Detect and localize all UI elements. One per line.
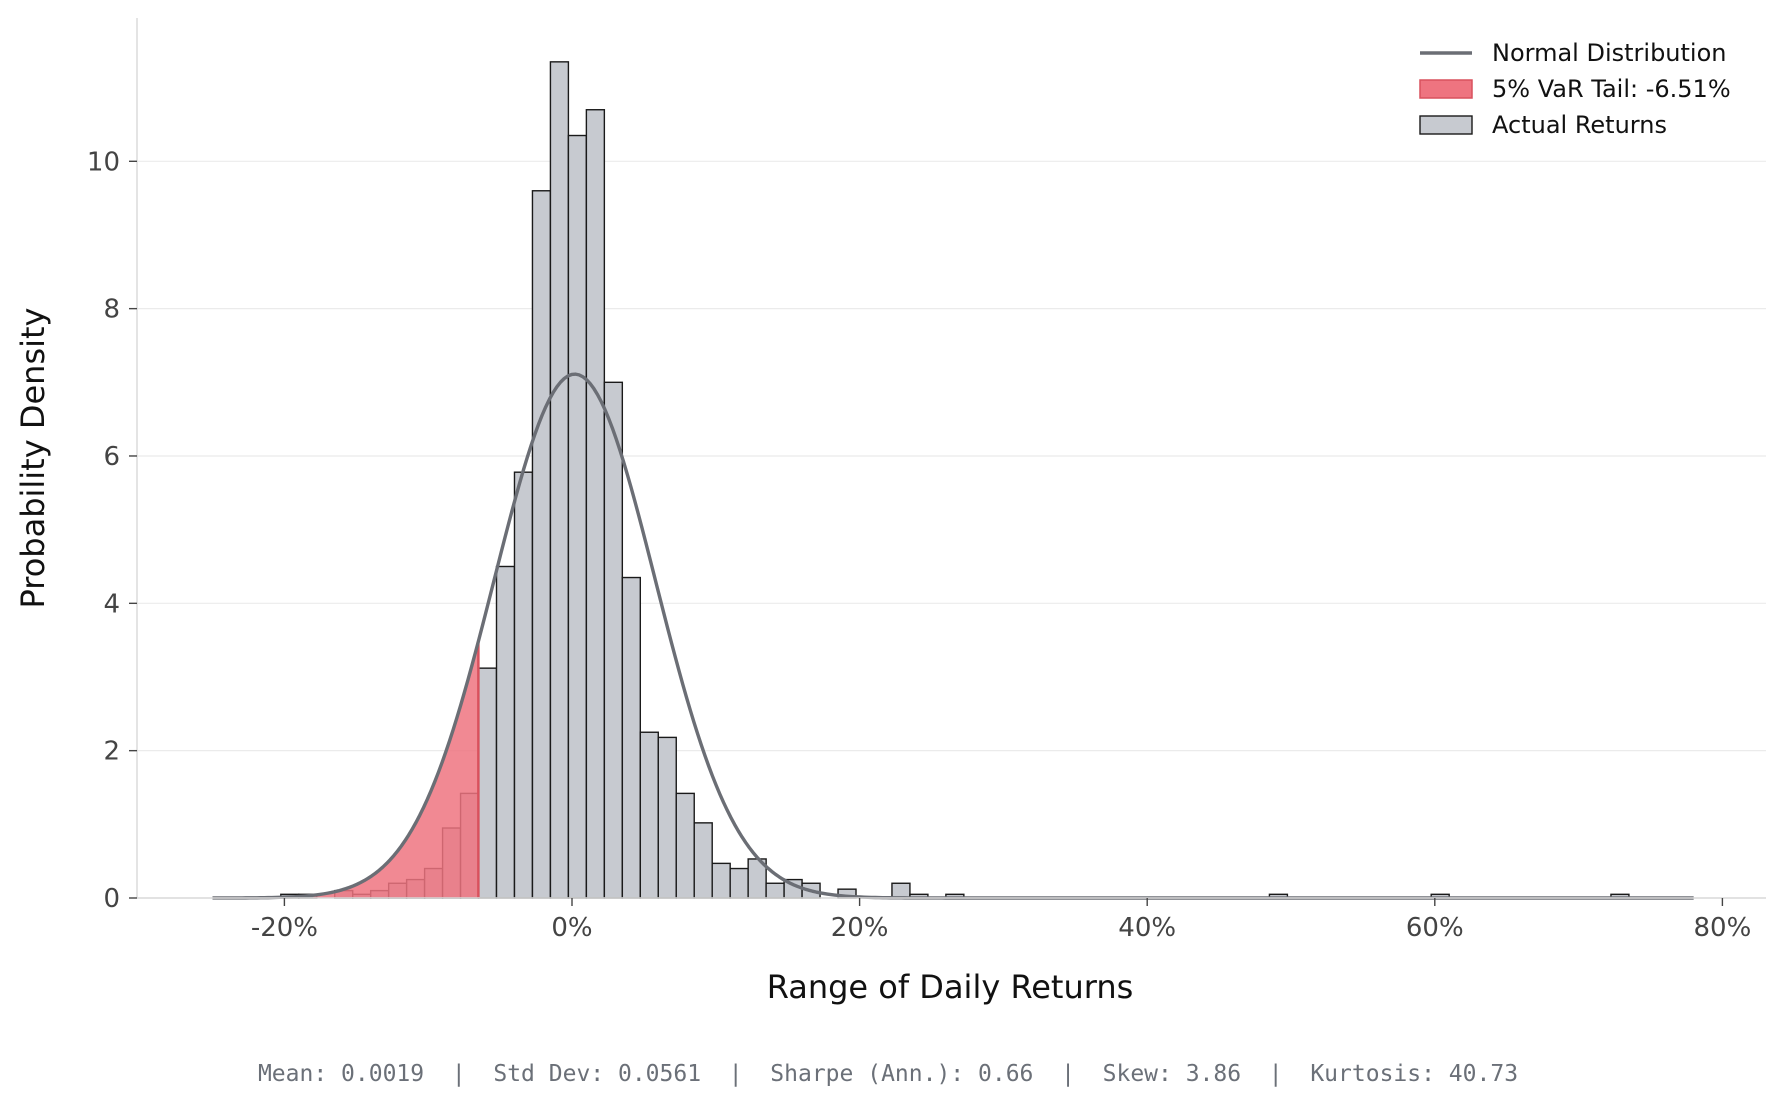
x-tick-label-5: 80% <box>1694 913 1752 943</box>
legend-label-0: Normal Distribution <box>1492 39 1726 67</box>
histogram-bar-20 <box>657 736 677 899</box>
histogram-bar-15 <box>567 134 588 899</box>
histogram-bar-10 <box>477 667 498 899</box>
legend: Normal Distribution 5% VaR Tail: -6.51% Ac… <box>1419 39 1731 139</box>
x-tick-label-0: -20% <box>251 913 318 943</box>
x-tick-label-1: 0% <box>551 913 592 943</box>
y-tick-label-2: 4 <box>103 589 120 619</box>
histogram-bars <box>280 61 1630 899</box>
y-tick-label-1: 2 <box>103 737 120 767</box>
x-tick-label-3: 40% <box>1118 913 1176 943</box>
axes <box>136 18 1766 899</box>
histogram-bar-14 <box>549 61 570 899</box>
histogram-bar-16 <box>585 109 606 899</box>
histogram-bar-24 <box>729 867 749 899</box>
histogram-bar-22 <box>693 822 713 899</box>
x-axis-ticks: -20% 0% 20% 40% 60% 80% <box>251 898 1751 943</box>
legend-label-1: 5% VaR Tail: -6.51% <box>1492 75 1731 103</box>
y-axis-ticks: 0 2 4 6 8 10 <box>87 147 137 914</box>
histogram-bar-23 <box>711 862 731 899</box>
y-tick-label-0: 0 <box>103 884 120 914</box>
var-tail-area <box>313 641 480 898</box>
histogram-bar-21 <box>675 792 695 899</box>
x-axis-title: Range of Daily Returns <box>767 968 1134 1006</box>
var-tail-fill <box>313 641 479 898</box>
x-tick-label-4: 60% <box>1406 913 1464 943</box>
y-tick-label-4: 8 <box>103 295 120 325</box>
histogram-bar-12 <box>513 471 534 899</box>
y-axis-title: Probability Density <box>14 308 52 609</box>
legend-label-2: Actual Returns <box>1492 111 1667 139</box>
histogram-bar-30 <box>891 882 911 899</box>
summary-stats: Mean: 0.0019 | Std Dev: 0.0561 | Sharpe … <box>258 1061 1518 1087</box>
histogram-bar-19 <box>639 731 659 899</box>
legend-swatch-tail <box>1419 79 1473 99</box>
y-grid-lines <box>137 160 1766 752</box>
histogram-bar-11 <box>495 565 516 899</box>
legend-swatch-bars <box>1419 115 1473 135</box>
x-tick-label-2: 20% <box>831 913 889 943</box>
histogram-bar-17 <box>603 381 624 899</box>
histogram-bar-18 <box>621 576 642 899</box>
y-tick-label-5: 10 <box>87 147 120 177</box>
histogram-bar-13 <box>531 190 552 899</box>
y-tick-label-3: 6 <box>103 442 120 472</box>
histogram-bar-26 <box>765 882 785 899</box>
